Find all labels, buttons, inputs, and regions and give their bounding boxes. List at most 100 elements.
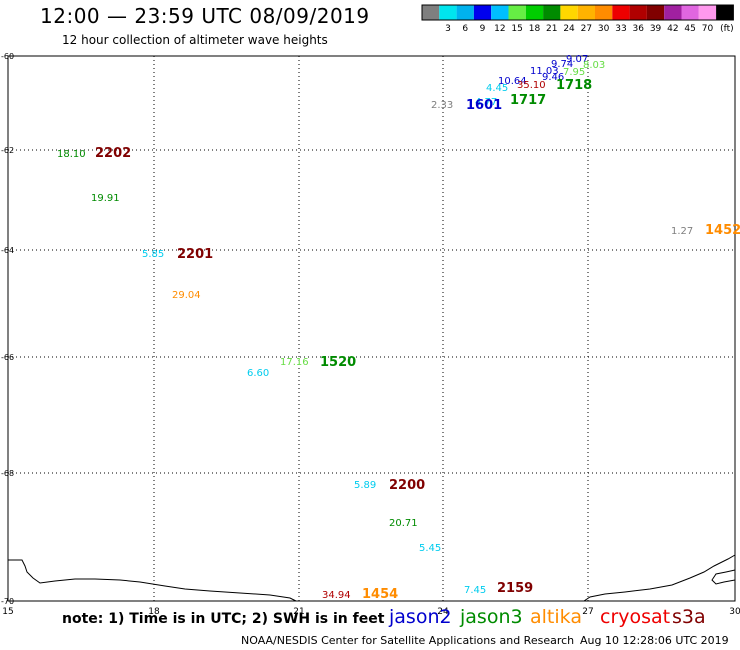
scale-swatch xyxy=(629,5,647,20)
wave-height-label: 2.33 xyxy=(431,100,453,111)
wave-height-label: 5.45 xyxy=(419,543,441,554)
scale-border xyxy=(421,4,734,21)
wave-height-label: 8.03 xyxy=(583,60,605,71)
scale-swatch xyxy=(646,5,665,20)
footer-credit: NOAA/NESDIS Center for Satellite Applica… xyxy=(241,634,575,647)
wave-height-label: 17.16 xyxy=(280,357,309,368)
coastline-antarctica xyxy=(8,559,297,602)
wave-height-label: 10.64 xyxy=(498,76,527,87)
x-tick-label: 24 xyxy=(437,607,449,617)
wave-height-label: 29.04 xyxy=(172,290,201,301)
scale-swatch xyxy=(681,5,699,20)
scale-swatch xyxy=(698,5,717,20)
coastline-peninsula xyxy=(583,554,736,602)
coastline-inlet xyxy=(711,569,736,585)
satellite-legend-altika: altika xyxy=(530,606,582,628)
y-tick-label: -68 xyxy=(1,469,14,478)
scale-label: 45 xyxy=(684,24,695,34)
scale-swatch xyxy=(508,5,526,20)
satellite-legend-cryosat: cryosat xyxy=(600,606,671,628)
pass-time-label: 2202 xyxy=(95,146,131,161)
scale-swatch xyxy=(525,5,544,20)
scale-label: 24 xyxy=(563,24,575,34)
scale-label: 6 xyxy=(462,24,468,34)
scale-swatch xyxy=(716,5,734,20)
scale-label: 12 xyxy=(494,24,505,34)
wave-height-label: 4.45 xyxy=(486,83,508,94)
page-subtitle: 12 hour collection of altimeter wave hei… xyxy=(62,33,328,47)
x-tick-label: 15 xyxy=(2,607,13,617)
wave-height-label: 20.71 xyxy=(389,518,418,529)
scale-swatch xyxy=(473,5,492,20)
pass-time-label: 1520 xyxy=(320,355,356,370)
footer-timestamp: Aug 10 12:28:06 UTC 2019 xyxy=(580,634,729,647)
scale-swatch xyxy=(491,5,509,20)
coastline xyxy=(8,554,736,602)
scale-swatch xyxy=(612,5,630,20)
scale-label: 15 xyxy=(511,24,522,34)
wave-height-label: 5.89 xyxy=(354,480,376,491)
wave-height-label: 11.03 xyxy=(530,66,559,77)
y-tick-label: -66 xyxy=(1,353,14,362)
scale-label: 30 xyxy=(598,24,610,34)
scale-label: 39 xyxy=(650,24,662,34)
scale-label: 18 xyxy=(529,24,541,34)
map-frame xyxy=(7,55,736,602)
pass-time-label: 2159 xyxy=(497,581,533,596)
page-title: 12:00 — 23:59 UTC 08/09/2019 xyxy=(40,4,370,28)
pass-time-label: 2201 xyxy=(177,247,213,262)
wave-height-label: 1.27 xyxy=(671,226,693,237)
wave-height-label: 9.74 xyxy=(551,59,573,70)
y-tick-label: -64 xyxy=(1,246,14,255)
wave-height-label: 34.94 xyxy=(322,590,351,601)
x-tick-label: 27 xyxy=(582,607,593,617)
wave-height-label: 18.10 xyxy=(57,149,86,160)
scale-label: 21 xyxy=(546,24,557,34)
wave-height-label: 19.91 xyxy=(91,193,120,204)
scale-swatch xyxy=(439,5,457,20)
scale-label: 42 xyxy=(667,24,678,34)
pass-time-label: 1717 xyxy=(510,93,546,108)
footer-note: note: 1) Time is in UTC; 2) SWH is in fe… xyxy=(62,611,385,627)
satellite-legend-jason3: jason3 xyxy=(460,606,523,628)
wave-height-label: 7.45 xyxy=(464,585,486,596)
pass-time-label: 1454 xyxy=(362,587,398,602)
wave-height-label: 4.77 xyxy=(475,97,497,108)
scale-swatch xyxy=(595,5,613,20)
scale-swatch xyxy=(543,5,561,20)
wave-height-label: 6.60 xyxy=(247,368,269,379)
scale-swatch xyxy=(560,5,578,20)
map-graticule: 15 18 21 24 27 30 -60 -62 -64 -66 -68 -70 xyxy=(1,52,740,617)
wave-height-label: 35.10 xyxy=(517,80,546,91)
scale-swatch xyxy=(456,5,474,20)
scale-label: 33 xyxy=(615,24,626,34)
x-tick-label: 21 xyxy=(293,607,304,617)
y-tick-label: -70 xyxy=(1,597,14,606)
satellite-legend-s3a: s3a xyxy=(672,606,706,628)
scale-label: 3 xyxy=(445,24,451,34)
scale-swatch xyxy=(422,5,440,20)
x-tick-label: 30 xyxy=(729,607,740,617)
pass-time-label: 1718 xyxy=(556,78,592,93)
pass-time-label: 1601 xyxy=(466,98,502,113)
scale-swatch xyxy=(664,5,682,20)
scale-label: 70 xyxy=(702,24,714,34)
satellite-legend-jason2: jason2 xyxy=(389,606,452,628)
wave-height-label: 9.46 xyxy=(542,72,564,83)
scale-label: 36 xyxy=(633,24,645,34)
x-tick-label: 18 xyxy=(148,607,160,617)
scale-label: 9 xyxy=(480,24,486,34)
y-tick-label: -62 xyxy=(1,146,14,155)
scale-unit-label: (ft) xyxy=(720,24,734,34)
y-tick-label: -60 xyxy=(1,52,14,61)
pass-time-label: 2200 xyxy=(389,478,425,493)
wave-height-color-scale: 3 6 9 12 15 18 21 24 27 30 33 36 39 42 45 70 (ft) xyxy=(421,4,734,34)
scale-swatch xyxy=(577,5,595,20)
wave-height-label: 7.95 xyxy=(563,67,585,78)
scale-label: 27 xyxy=(581,24,592,34)
pass-time-label: 1452 xyxy=(705,223,740,238)
wave-height-label: 9.07 xyxy=(566,54,588,65)
